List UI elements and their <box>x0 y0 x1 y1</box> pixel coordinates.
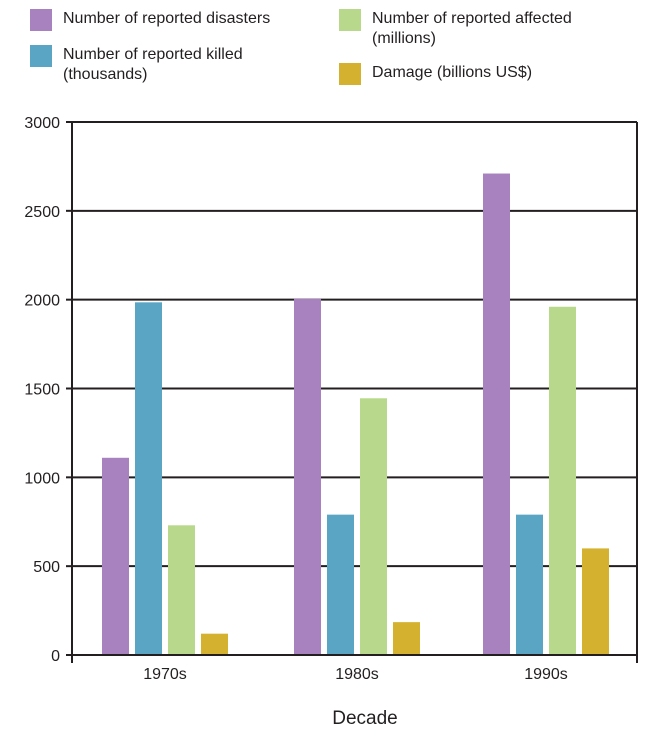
bar-1980s-series-2 <box>360 398 387 655</box>
y-tick-label-3000: 3000 <box>24 115 60 132</box>
bar-1970s-series-2 <box>168 525 195 655</box>
bar-1970s-series-0 <box>102 457 129 655</box>
legend-swatch-disasters <box>30 9 52 31</box>
bar-1970s-series-1 <box>135 302 162 655</box>
legend-label-disasters: Number of reported disasters <box>63 10 271 27</box>
y-tick-label-500: 500 <box>33 559 60 576</box>
bar-1990s-series-3 <box>582 548 609 655</box>
legend-label-damage: Damage (billions US$) <box>372 64 533 81</box>
x-axis-title: Decade <box>332 708 398 729</box>
legend: Number of reported disasters Number of r… <box>0 0 647 100</box>
y-tick-label-0: 0 <box>51 648 60 665</box>
y-tick-label-1000: 1000 <box>24 470 60 487</box>
x-tick-label-1980s: 1980s <box>335 666 379 683</box>
legend-item-affected: Number of reported affected (millions) <box>339 9 572 49</box>
bar-1980s-series-3 <box>393 622 420 655</box>
bar-1990s-series-2 <box>549 306 576 655</box>
bar-1990s-series-1 <box>516 514 543 655</box>
legend-swatch-damage <box>339 63 361 85</box>
y-tick-label-2500: 2500 <box>24 204 60 221</box>
bar-1990s-series-0 <box>483 173 510 656</box>
bar-1980s-series-0 <box>294 298 321 655</box>
legend-item-disasters: Number of reported disasters <box>30 9 270 31</box>
y-tick-label-1500: 1500 <box>24 382 60 399</box>
legend-label-killed: Number of reported killed (thousands) <box>63 46 243 83</box>
bar-1980s-series-1 <box>327 514 354 655</box>
y-tick-label-2000: 2000 <box>24 293 60 310</box>
legend-item-damage: Damage (billions US$) <box>339 63 532 85</box>
x-tick-label-1990s: 1990s <box>524 666 568 683</box>
legend-swatch-killed <box>30 45 52 67</box>
bar-1970s-series-3 <box>201 633 228 655</box>
legend-swatch-affected <box>339 9 361 31</box>
legend-item-killed: Number of reported killed (thousands) <box>30 45 243 85</box>
x-tick-label-1970s: 1970s <box>143 666 187 683</box>
legend-label-affected: Number of reported affected (millions) <box>372 10 572 47</box>
